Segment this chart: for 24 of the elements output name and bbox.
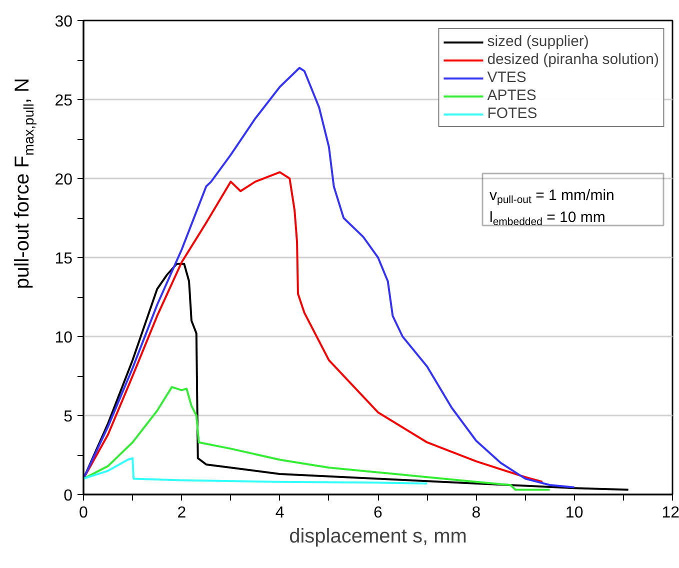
legend-label: APTES: [487, 87, 536, 104]
y-tick-label: 30: [54, 14, 73, 30]
y-tick-label: 15: [54, 250, 73, 268]
y-tick-label: 25: [54, 92, 73, 110]
x-axis-title: displacement s, mm: [289, 526, 467, 548]
y-axis-title: pull-out force Fmax,pull, N: [12, 78, 36, 290]
y-tick-label: 10: [54, 330, 73, 346]
legend-label: FOTES: [487, 105, 538, 122]
x-tick-label: 0: [79, 504, 88, 522]
legend-label: VTES: [487, 69, 526, 86]
y-tick-label: 5: [64, 408, 73, 426]
x-tick-label: 2: [177, 504, 186, 522]
y-tick-label: 20: [54, 172, 73, 188]
x-tick-label: 6: [374, 504, 383, 522]
line-series: [84, 386, 551, 491]
line-series: [84, 171, 544, 483]
y-tick-label: 0: [64, 488, 73, 504]
x-tick-label: 4: [275, 504, 284, 522]
x-tick-label: 8: [472, 504, 481, 522]
x-tick-label: 12: [662, 504, 679, 522]
line-series: [84, 457, 428, 484]
legend-label: desized (piranha solution): [487, 51, 659, 68]
legend-label: sized (supplier): [487, 33, 589, 50]
x-tick-label: 10: [565, 504, 584, 522]
